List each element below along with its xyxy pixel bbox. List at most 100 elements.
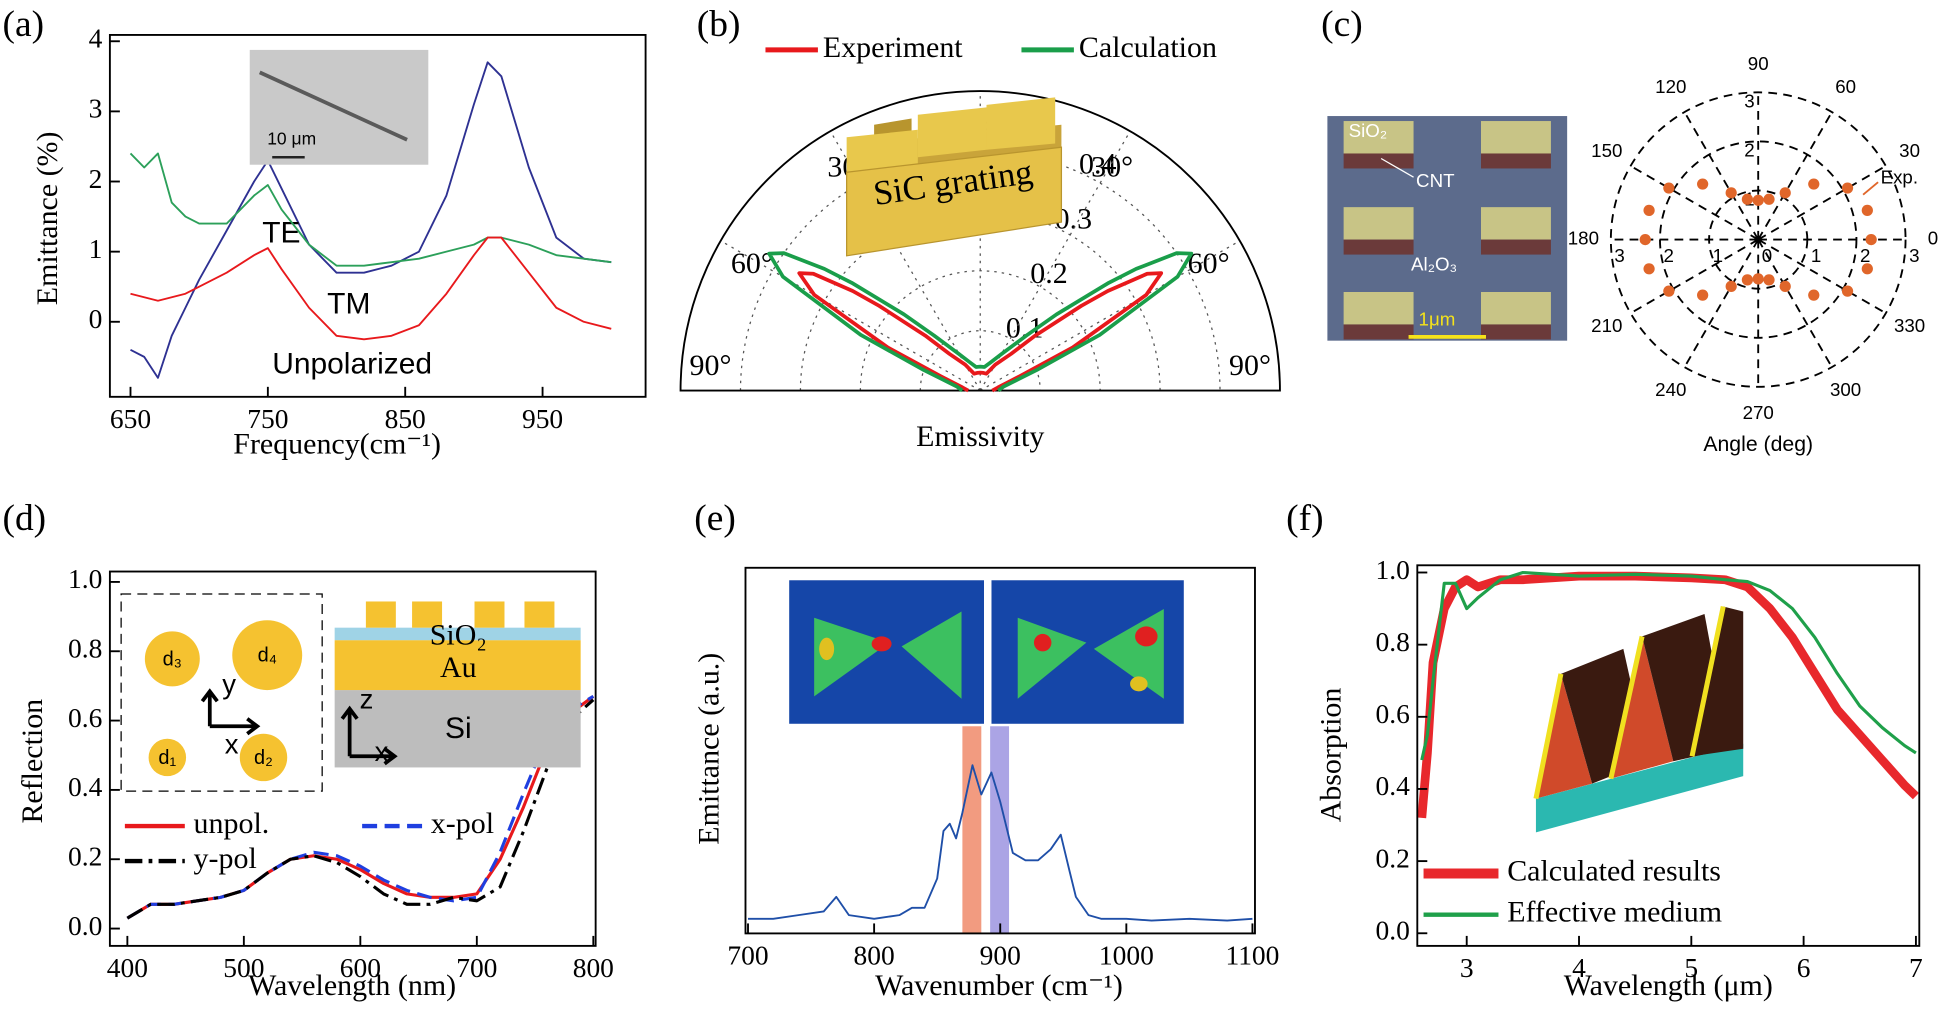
antenna (1017, 617, 1087, 699)
x-tick-label: 7 (1909, 953, 1923, 983)
angular-grid-line (1757, 238, 1887, 315)
x-tick-label: 700 (456, 953, 497, 983)
disk-label: d₄ (258, 645, 277, 667)
x-tick-label: 800 (573, 953, 614, 983)
disk (148, 738, 187, 777)
radial-grid-ring (1609, 91, 1907, 388)
data-point (1861, 263, 1873, 275)
x-tick-label: 500 (223, 953, 264, 983)
tooth (986, 97, 1056, 150)
x-tick-label: 600 (340, 953, 381, 983)
prism-face (1610, 636, 1674, 779)
x-tick-label: 700 (727, 941, 768, 971)
panel-label: (c) (1321, 4, 1363, 45)
series-line (1420, 570, 1917, 761)
legend-label: unpol. (194, 807, 270, 840)
data-point (1808, 178, 1820, 190)
axis-letter: x (375, 736, 389, 767)
theta-tick-label: 60 (1835, 76, 1856, 97)
panel-label: (a) (2, 4, 44, 45)
series-line (767, 251, 1194, 393)
x-tick-label: 5 (1684, 953, 1698, 983)
y-tick-label: 0.4 (68, 772, 103, 802)
theta-tick-label: 90° (690, 349, 732, 382)
angular-grid-line (1757, 111, 1833, 241)
axis-letter: y (222, 669, 236, 700)
x-tick-label: 800 (854, 941, 895, 971)
legend-label: x-pol (431, 807, 494, 840)
axis-label: Angle (deg) (1703, 433, 1813, 456)
inset-field-maps (789, 580, 1184, 724)
scale-label: 1μm (1419, 309, 1456, 330)
x-tick-label: 650 (110, 404, 151, 434)
data-point (1841, 182, 1854, 194)
theta-tick-label: 150 (1591, 140, 1622, 161)
axis-letter: z (360, 684, 374, 715)
legend-label: Calculated results (1507, 854, 1721, 887)
r-tick-label: 0.4 (1079, 148, 1116, 181)
prism-face (1535, 673, 1593, 799)
x-tick-label: 4 (1572, 953, 1586, 983)
panel-label: (b) (697, 4, 741, 45)
angular-grid-line (979, 240, 1241, 392)
hotspot (1130, 676, 1148, 692)
panel-label: (d) (2, 498, 46, 539)
series-line (126, 698, 595, 920)
legend-label: Effective medium (1507, 896, 1722, 929)
x-tick-label: 1100 (1225, 941, 1279, 971)
y-tick-label: 0 (89, 304, 103, 334)
pillar-base (1343, 324, 1414, 340)
disk-label: d₂ (254, 747, 273, 769)
x-axis-label: Wavelength (μm) (1564, 969, 1773, 1002)
tooth (846, 129, 918, 173)
hotspot (1135, 626, 1158, 647)
data-point (1841, 285, 1854, 297)
r-tick-label: 3 (1744, 90, 1754, 111)
axis-label: Emissivity (916, 420, 1044, 453)
plot-frame (1416, 564, 1921, 947)
layer-label: Si (445, 712, 472, 745)
y-tick-label: 0.8 (1375, 627, 1409, 657)
y-tick-label: 1.0 (1375, 555, 1409, 585)
pillar (1343, 121, 1414, 154)
pillar-base (1480, 324, 1551, 340)
grating-body (846, 146, 1063, 257)
theta-tick-label: 180 (1568, 228, 1599, 249)
series-label: Exp. (1881, 166, 1918, 187)
annotation-arrow (1862, 181, 1879, 196)
pillar-bases (1343, 153, 1551, 340)
theta-tick-label: 240 (1655, 379, 1686, 400)
data-point (1865, 233, 1877, 246)
data-point (1725, 187, 1737, 199)
pillar-base (1480, 153, 1551, 169)
y-axis-label: Reflection (16, 699, 49, 824)
pointer (1380, 157, 1414, 178)
r-tick-label: 3 (1614, 245, 1624, 266)
theta-tick-label: 330 (1894, 315, 1925, 336)
scale-label: 10 μm (267, 128, 316, 148)
y-tick-label: 2 (89, 164, 103, 194)
data-point (1752, 273, 1764, 285)
data-point (1643, 204, 1655, 216)
r-tick-label: 1 (1811, 245, 1821, 266)
data-point (1697, 178, 1709, 190)
legend-label: y-pol (194, 842, 257, 875)
series-line (130, 61, 612, 379)
pillar-base (1343, 153, 1414, 169)
series-line (1417, 571, 1919, 819)
antenna (814, 617, 890, 697)
plot-frame (108, 570, 597, 947)
disk-side (524, 601, 555, 628)
polar-frame (679, 90, 1281, 392)
pillar (1343, 292, 1414, 325)
disk (239, 733, 288, 782)
angular-grid-line (1757, 165, 1887, 241)
y-tick-label: 0.0 (68, 911, 102, 941)
series-line (129, 152, 612, 267)
theta-tick-label: 60° (1188, 247, 1230, 280)
theta-tick-label: 90 (1748, 53, 1769, 74)
theta-tick-label: 60° (731, 247, 773, 280)
theta-tick-label: 90° (1229, 349, 1271, 382)
prism-face (1692, 606, 1744, 757)
angular-grid-line (1757, 239, 1833, 368)
